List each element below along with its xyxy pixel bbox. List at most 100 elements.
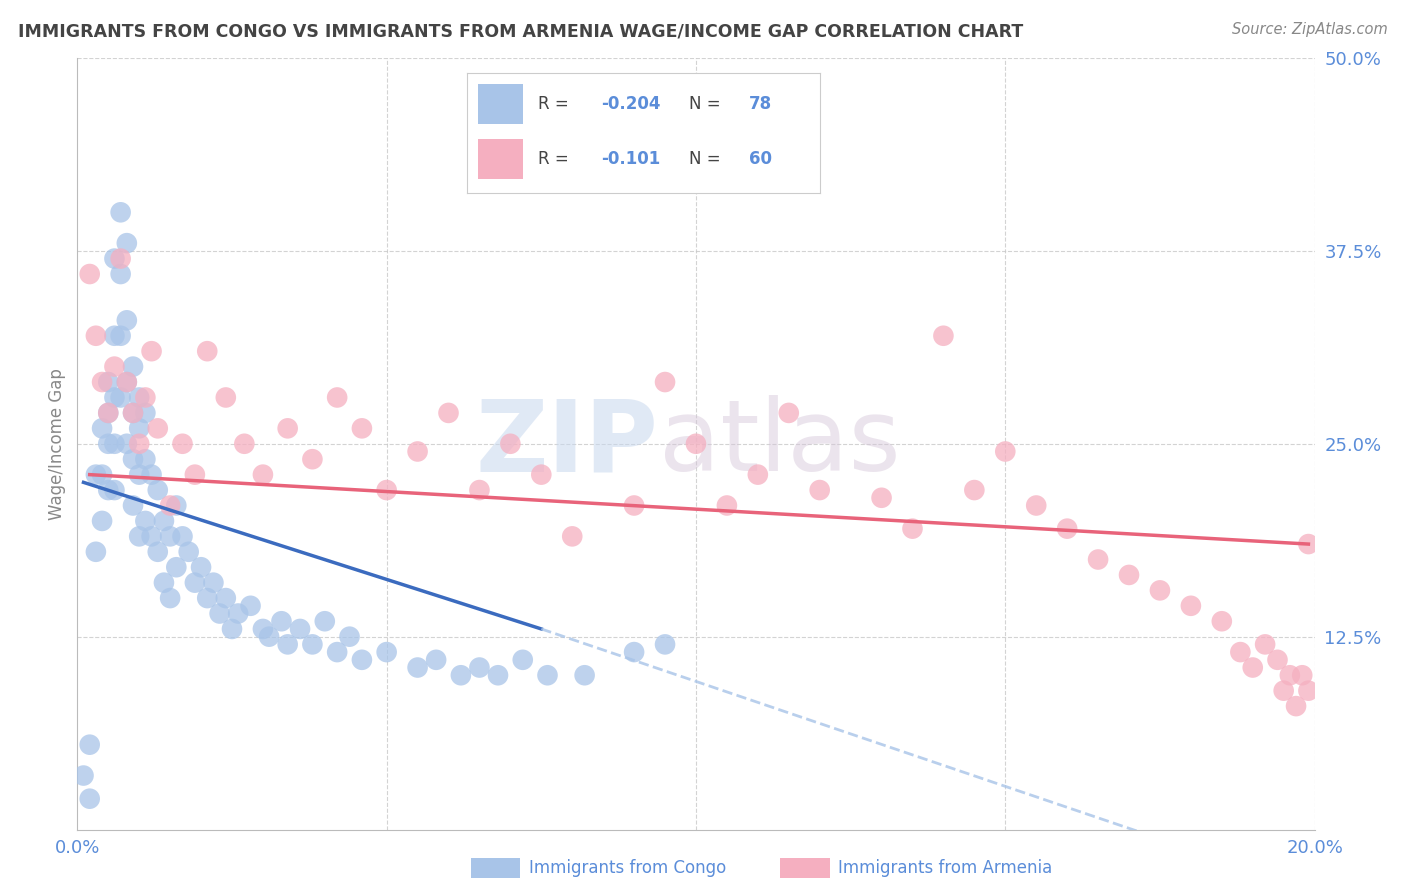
Point (97, 436, 120, 450)
Point (195, 591, 218, 605)
Point (512, 653, 534, 667)
Point (128, 391, 150, 405)
Point (110, 205, 132, 219)
Point (486, 668, 509, 682)
Point (277, 637, 299, 651)
Point (115, 436, 138, 450)
Point (159, 591, 181, 605)
Point (1241, 660, 1264, 674)
Point (932, 328, 955, 343)
Point (115, 375, 138, 389)
Point (115, 236, 138, 251)
Point (146, 483, 169, 497)
Point (215, 391, 238, 405)
Point (406, 444, 429, 458)
Point (233, 436, 256, 450)
Point (159, 529, 181, 543)
Point (375, 645, 398, 659)
Text: Immigrants from Congo: Immigrants from Congo (529, 859, 725, 877)
Point (110, 252, 132, 266)
Point (1272, 683, 1295, 698)
Text: Immigrants from Armenia: Immigrants from Armenia (838, 859, 1052, 877)
Point (221, 622, 243, 636)
Point (153, 575, 176, 590)
Point (623, 499, 645, 513)
Point (184, 467, 207, 482)
Point (202, 575, 225, 590)
Point (177, 545, 200, 559)
Point (350, 653, 373, 667)
Point (277, 421, 299, 435)
Point (79, 791, 101, 805)
Point (375, 483, 398, 497)
Point (91, 514, 114, 528)
Point (239, 599, 262, 613)
Point (1267, 653, 1289, 667)
Point (963, 483, 986, 497)
Point (122, 452, 145, 467)
Point (184, 575, 207, 590)
Point (141, 529, 163, 543)
Point (134, 391, 156, 405)
Point (103, 391, 125, 405)
Point (122, 359, 145, 374)
Point (288, 622, 311, 636)
Point (110, 391, 132, 405)
Point (122, 406, 145, 420)
Point (134, 452, 156, 467)
Point (437, 406, 460, 420)
Point (1254, 637, 1277, 651)
Point (468, 660, 491, 674)
Point (270, 614, 292, 628)
Point (128, 421, 150, 435)
Point (1211, 614, 1233, 628)
Point (122, 499, 145, 513)
Point (870, 491, 893, 505)
Point (808, 483, 831, 497)
Point (901, 522, 924, 536)
Point (128, 529, 150, 543)
Point (1180, 599, 1202, 613)
Point (165, 560, 187, 574)
Point (406, 660, 429, 674)
Point (195, 344, 218, 359)
Point (425, 653, 447, 667)
Point (252, 467, 274, 482)
Point (190, 560, 212, 574)
Point (592, 120, 614, 135)
Text: Source: ZipAtlas.com: Source: ZipAtlas.com (1232, 22, 1388, 37)
Point (1118, 568, 1140, 582)
Point (561, 529, 583, 543)
Point (141, 467, 163, 482)
Point (215, 591, 238, 605)
Point (134, 514, 156, 528)
Point (499, 436, 522, 450)
Point (778, 406, 800, 420)
Point (134, 406, 156, 420)
Text: IMMIGRANTS FROM CONGO VS IMMIGRANTS FROM ARMENIA WAGE/INCOME GAP CORRELATION CHA: IMMIGRANTS FROM CONGO VS IMMIGRANTS FROM… (18, 22, 1024, 40)
Point (530, 467, 553, 482)
Point (115, 375, 138, 389)
Point (84, 467, 107, 482)
Point (146, 545, 169, 559)
Point (1149, 583, 1171, 598)
Text: ZIP: ZIP (477, 395, 659, 492)
Point (103, 328, 125, 343)
Y-axis label: Wage/Income Gap: Wage/Income Gap (48, 368, 66, 520)
Point (301, 637, 323, 651)
Point (103, 483, 125, 497)
Point (716, 499, 738, 513)
Point (97, 375, 120, 389)
Point (97, 406, 120, 420)
Point (84, 328, 107, 343)
Point (1025, 499, 1047, 513)
Point (79, 267, 101, 281)
Point (1278, 668, 1301, 682)
Point (110, 267, 132, 281)
Point (1291, 668, 1313, 682)
Point (122, 406, 145, 420)
Point (654, 637, 676, 651)
Point (103, 436, 125, 450)
Point (747, 467, 769, 482)
Point (128, 436, 150, 450)
